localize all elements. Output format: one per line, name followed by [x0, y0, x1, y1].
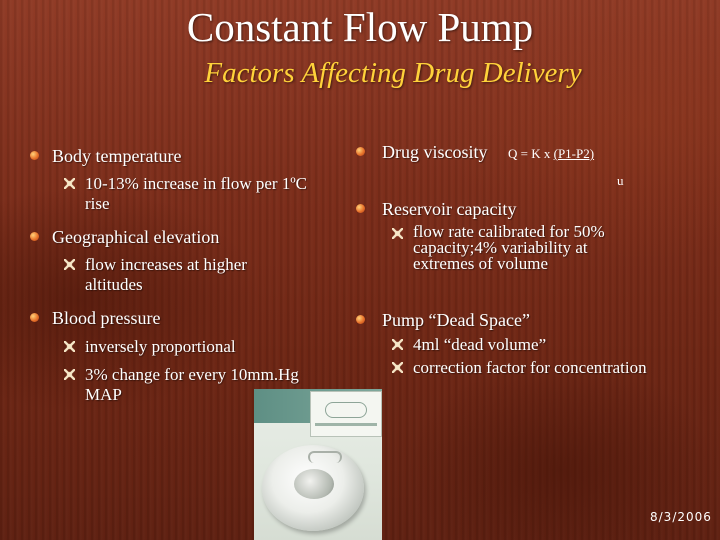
pump-cap-shape — [294, 469, 334, 499]
product-box-image — [310, 391, 382, 437]
slide-title: Constant Flow Pump — [186, 4, 534, 50]
formula-lhs: Q = K x — [508, 146, 554, 161]
star-bullet-icon — [392, 228, 403, 239]
orange-bullet-icon — [356, 204, 365, 213]
orange-bullet-icon — [30, 313, 39, 322]
orange-bullet-icon — [356, 315, 365, 324]
star-bullet-icon — [64, 178, 75, 189]
star-bullet-icon — [64, 259, 75, 270]
orange-bullet-icon — [30, 151, 39, 160]
infusion-pump-photo — [254, 389, 382, 540]
formula-numerator: (P1-P2) — [553, 146, 595, 161]
viscosity-formula: Q = K x (P1-P2) — [508, 146, 594, 162]
slide-subtitle: Factors Affecting Drug Delivery — [204, 57, 582, 89]
star-bullet-icon — [392, 339, 403, 350]
star-bullet-icon — [64, 369, 75, 380]
star-bullet-icon — [392, 362, 403, 373]
pump-disc-image — [262, 445, 364, 531]
product-logo-shape — [325, 402, 367, 418]
star-bullet-icon — [64, 341, 75, 352]
pump-tube-shape — [308, 451, 342, 463]
slide-date: 8/3/2006 — [650, 510, 712, 524]
orange-bullet-icon — [356, 147, 365, 156]
orange-bullet-icon — [30, 232, 39, 241]
product-box-label-line — [315, 423, 377, 426]
formula-denominator: u — [617, 173, 624, 188]
